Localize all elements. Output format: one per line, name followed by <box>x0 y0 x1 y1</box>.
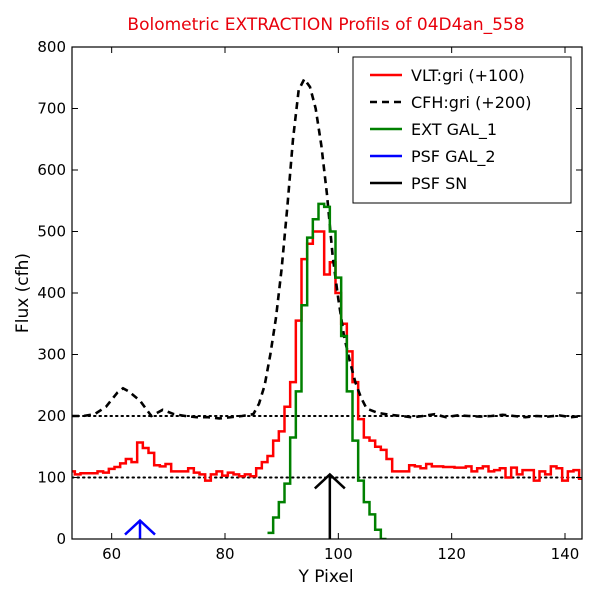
y-tick-label: 800 <box>37 38 66 56</box>
legend-label-2: EXT GAL_1 <box>411 120 497 140</box>
legend-label-3: PSF GAL_2 <box>411 147 496 167</box>
legend-label-4: PSF SN <box>411 174 467 193</box>
y-tick-label: 700 <box>37 100 66 118</box>
x-tick-label: 60 <box>102 545 121 563</box>
legend: VLT:gri (+100) CFH:gri (+200) EXT GAL_1 PSF… <box>352 56 572 204</box>
series-line-2 <box>267 202 387 539</box>
x-tick-label: 120 <box>437 545 466 563</box>
y-tick-label: 600 <box>37 161 66 179</box>
marker-layer <box>124 472 346 539</box>
y-tick-label: 400 <box>37 284 66 302</box>
series-line-1 <box>72 76 582 420</box>
x-tick-label: 80 <box>215 545 234 563</box>
chart-title: Bolometric EXTRACTION Profils of 04D4an_… <box>127 15 524 35</box>
x-axis-label: Y Pixel <box>297 567 353 587</box>
series-marker-3 <box>124 518 156 539</box>
legend-label-1: CFH:gri (+200) <box>411 93 532 112</box>
x-tick-label: 140 <box>551 545 580 563</box>
series-line-0 <box>72 230 582 482</box>
x-tick-label: 100 <box>324 545 353 563</box>
y-axis-label: Flux (cfh) <box>13 253 33 333</box>
y-tick-label: 100 <box>37 469 66 487</box>
y-tick-label: 200 <box>37 407 66 425</box>
y-tick-label: 0 <box>56 530 66 548</box>
y-tick-label: 300 <box>37 346 66 364</box>
y-tick-label: 500 <box>37 223 66 241</box>
series-marker-4 <box>313 472 346 539</box>
series-layer <box>72 76 582 539</box>
legend-label-0: VLT:gri (+100) <box>411 66 525 85</box>
axis-ticks: 60 80 100 120 140 0 100 200 300 400 500 600 700 800 <box>37 38 582 563</box>
